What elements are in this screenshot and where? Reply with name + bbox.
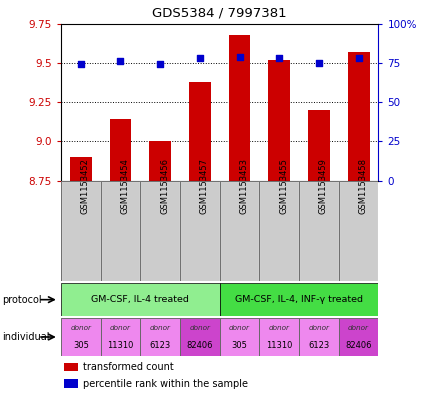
FancyBboxPatch shape xyxy=(61,181,100,281)
FancyBboxPatch shape xyxy=(219,318,259,356)
Text: GSM1153456: GSM1153456 xyxy=(160,158,169,214)
Point xyxy=(196,55,203,61)
Text: GSM1153453: GSM1153453 xyxy=(239,158,248,214)
FancyBboxPatch shape xyxy=(180,318,219,356)
Text: GSM1153459: GSM1153459 xyxy=(318,158,327,214)
FancyBboxPatch shape xyxy=(219,181,259,281)
Text: individual: individual xyxy=(2,332,49,342)
FancyBboxPatch shape xyxy=(140,318,180,356)
FancyBboxPatch shape xyxy=(61,318,100,356)
Text: donor: donor xyxy=(268,325,289,331)
Point xyxy=(117,58,124,64)
Point xyxy=(315,60,322,66)
FancyBboxPatch shape xyxy=(100,181,140,281)
Text: GSM1153452: GSM1153452 xyxy=(81,158,89,214)
Text: 305: 305 xyxy=(231,341,247,350)
Text: transformed count: transformed count xyxy=(83,362,174,372)
Point xyxy=(236,53,243,60)
Bar xyxy=(307,110,329,181)
Text: 82406: 82406 xyxy=(186,341,213,350)
Bar xyxy=(70,157,92,181)
FancyBboxPatch shape xyxy=(338,181,378,281)
FancyBboxPatch shape xyxy=(299,181,338,281)
Text: 82406: 82406 xyxy=(345,341,371,350)
Text: 305: 305 xyxy=(72,341,89,350)
Text: donor: donor xyxy=(70,325,91,331)
FancyBboxPatch shape xyxy=(338,318,378,356)
Text: donor: donor xyxy=(308,325,329,331)
Text: 11310: 11310 xyxy=(266,341,292,350)
Text: donor: donor xyxy=(347,325,368,331)
Text: donor: donor xyxy=(110,325,131,331)
Text: 11310: 11310 xyxy=(107,341,133,350)
Bar xyxy=(188,82,210,181)
Text: protocol: protocol xyxy=(2,295,42,305)
Point xyxy=(156,61,163,68)
Text: GSM1153455: GSM1153455 xyxy=(279,158,288,214)
FancyBboxPatch shape xyxy=(219,283,378,316)
Text: donor: donor xyxy=(189,325,210,331)
Point xyxy=(275,55,282,61)
FancyBboxPatch shape xyxy=(259,318,299,356)
Text: 6123: 6123 xyxy=(308,341,329,350)
Text: GM-CSF, IL-4, INF-γ treated: GM-CSF, IL-4, INF-γ treated xyxy=(234,295,362,304)
Bar xyxy=(347,52,368,181)
Text: 6123: 6123 xyxy=(149,341,171,350)
FancyBboxPatch shape xyxy=(180,181,219,281)
FancyBboxPatch shape xyxy=(259,181,299,281)
Text: GM-CSF, IL-4 treated: GM-CSF, IL-4 treated xyxy=(91,295,189,304)
Bar xyxy=(64,363,78,371)
FancyBboxPatch shape xyxy=(140,181,180,281)
Point xyxy=(77,61,84,68)
Bar xyxy=(149,141,171,181)
Text: GSM1153457: GSM1153457 xyxy=(199,158,208,214)
Bar xyxy=(228,35,250,181)
Text: percentile rank within the sample: percentile rank within the sample xyxy=(83,378,247,389)
Bar xyxy=(268,60,289,181)
Text: GSM1153454: GSM1153454 xyxy=(120,158,129,214)
Bar xyxy=(64,379,78,387)
FancyBboxPatch shape xyxy=(61,283,219,316)
FancyBboxPatch shape xyxy=(100,318,140,356)
Bar xyxy=(109,119,131,181)
Text: donor: donor xyxy=(228,325,250,331)
Text: donor: donor xyxy=(149,325,170,331)
Title: GDS5384 / 7997381: GDS5384 / 7997381 xyxy=(152,7,286,20)
Point xyxy=(354,55,361,61)
Text: GSM1153458: GSM1153458 xyxy=(358,158,367,214)
FancyBboxPatch shape xyxy=(299,318,338,356)
